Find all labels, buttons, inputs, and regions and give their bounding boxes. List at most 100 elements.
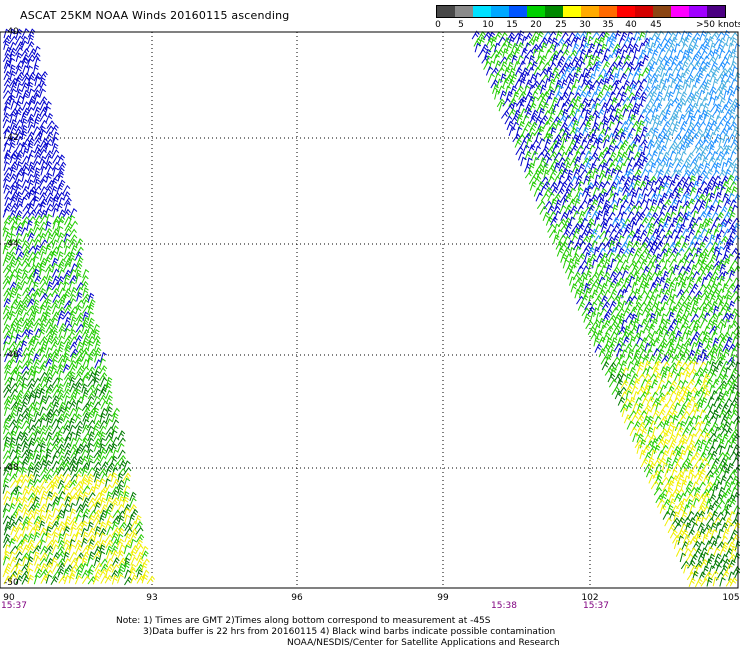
wind-barb	[58, 322, 67, 332]
wind-barb	[82, 491, 89, 501]
wind-barb	[677, 127, 686, 137]
wind-barb	[664, 365, 671, 376]
wind-barb	[496, 67, 505, 76]
wind-barb	[3, 575, 12, 585]
wind-barb	[99, 443, 106, 453]
wind-barb	[711, 319, 718, 330]
wind-barb	[698, 420, 706, 431]
wind-barb	[645, 179, 652, 190]
wind-barb	[656, 469, 665, 479]
wind-barb	[50, 335, 59, 345]
wind-barb	[733, 132, 740, 142]
wind-barb	[508, 108, 517, 118]
wind-barb	[640, 216, 649, 226]
wind-barb	[141, 562, 148, 573]
wind-barb	[21, 496, 29, 506]
wind-barb	[660, 294, 669, 304]
wind-barb	[578, 61, 586, 71]
wind-barb	[619, 253, 627, 263]
wind-barb	[692, 570, 699, 581]
wind-barb	[39, 371, 48, 381]
wind-barb	[586, 257, 593, 268]
wind-barb	[38, 514, 46, 525]
wind-barb	[46, 269, 53, 279]
wind-barb	[691, 252, 699, 263]
wind-barb	[62, 461, 71, 471]
wind-barb	[99, 568, 108, 578]
wind-barb	[613, 281, 621, 292]
wind-barb	[106, 491, 113, 501]
wind-barb	[86, 323, 94, 334]
wind-barb	[56, 473, 65, 484]
wind-barb	[571, 252, 580, 262]
wind-barb	[699, 49, 708, 59]
wind-barb	[602, 150, 611, 160]
wind-barb	[688, 78, 695, 88]
wind-barb	[692, 121, 701, 130]
wind-barb	[46, 275, 54, 285]
wind-barb	[654, 354, 663, 365]
wind-barb	[2, 515, 11, 525]
wind-barb	[58, 370, 65, 380]
wind-barb	[628, 260, 637, 269]
wind-barb	[518, 90, 527, 100]
wind-barb	[697, 312, 706, 322]
wind-barb	[648, 354, 656, 365]
wind-barb	[547, 223, 556, 233]
wind-barb	[633, 151, 641, 161]
wind-barb	[589, 283, 597, 293]
wind-barb	[123, 485, 131, 495]
wind-barb	[671, 397, 680, 406]
wind-barb	[541, 42, 548, 53]
wind-barb	[717, 528, 724, 539]
wind-barb	[490, 49, 500, 59]
wind-barb	[513, 60, 521, 71]
wind-barb	[111, 436, 120, 446]
wind-barb	[577, 301, 586, 311]
wind-barb	[70, 520, 78, 531]
wind-barb	[515, 85, 524, 95]
wind-barb	[643, 433, 651, 444]
wind-barb	[87, 340, 94, 351]
wind-barb	[627, 348, 634, 359]
wind-barb	[64, 316, 71, 327]
wind-barb	[130, 574, 138, 584]
wind-barb	[505, 54, 513, 64]
wind-barb	[2, 208, 10, 218]
wind-barb	[620, 360, 628, 370]
wind-barb	[612, 235, 620, 245]
wind-barb	[713, 547, 721, 557]
wind-barb	[587, 175, 595, 186]
wind-barb	[104, 508, 112, 519]
wind-barb	[700, 439, 707, 449]
wind-barb	[2, 53, 11, 63]
wind-barb	[713, 175, 721, 185]
wind-barb	[710, 468, 720, 478]
wind-barb	[666, 294, 674, 304]
wind-barb	[714, 294, 723, 304]
wind-barb	[564, 55, 573, 65]
wind-barb	[705, 511, 714, 521]
wind-barb	[51, 520, 60, 530]
wind-barb	[706, 368, 715, 378]
wind-barb	[657, 379, 666, 389]
wind-barb	[51, 228, 60, 238]
wind-barb	[718, 486, 726, 497]
wind-barb	[75, 527, 83, 537]
wind-barb	[660, 162, 669, 172]
wind-barb	[632, 133, 641, 143]
wind-barb	[636, 444, 643, 454]
wind-barb	[636, 414, 645, 424]
legend-label: 20	[530, 20, 542, 30]
lon-label: 102	[581, 593, 599, 603]
wind-barb	[707, 474, 714, 484]
wind-barb	[529, 73, 537, 83]
wind-barb	[536, 200, 546, 209]
wind-barb	[725, 266, 735, 275]
wind-barb	[63, 449, 72, 459]
wind-barb	[728, 571, 735, 581]
wind-barb	[670, 97, 680, 106]
wind-barb	[707, 276, 716, 286]
wind-barb	[616, 336, 624, 347]
wind-barb	[561, 198, 569, 209]
